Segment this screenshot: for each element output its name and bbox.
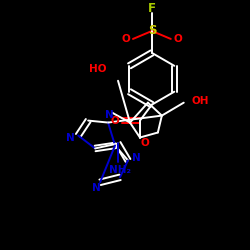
Text: OH: OH: [192, 96, 210, 106]
Text: F: F: [148, 2, 156, 15]
Text: N: N: [92, 183, 100, 193]
Text: N: N: [66, 132, 74, 142]
Text: N: N: [105, 110, 114, 120]
Text: O: O: [174, 34, 182, 44]
Text: S: S: [148, 24, 156, 38]
Text: NH₂: NH₂: [109, 165, 131, 175]
Text: N: N: [132, 154, 140, 164]
Text: O: O: [111, 116, 120, 126]
Text: HO: HO: [89, 64, 107, 74]
Text: O: O: [140, 138, 149, 148]
Text: O: O: [122, 34, 130, 44]
